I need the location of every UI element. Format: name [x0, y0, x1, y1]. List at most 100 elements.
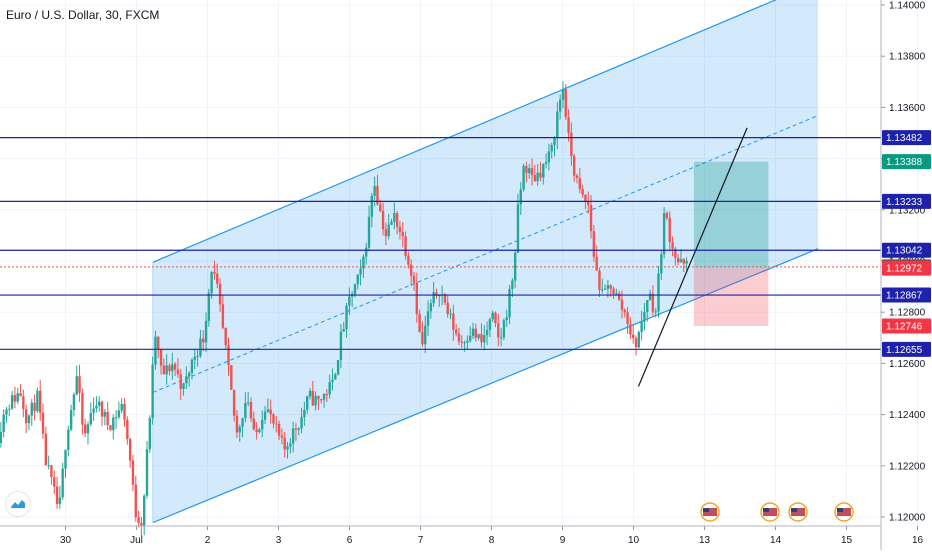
candle-body	[112, 417, 115, 431]
candle-body	[404, 236, 407, 256]
x-tick-label: 3	[276, 535, 282, 546]
candle-body	[685, 260, 688, 264]
candle-body	[308, 390, 312, 397]
candle-body	[536, 172, 539, 182]
candle-body	[252, 418, 255, 430]
candle-body	[78, 376, 81, 393]
candle-body	[334, 374, 337, 380]
candle-body	[367, 216, 371, 248]
trendline-segment[interactable]	[637, 127, 748, 387]
candle-body	[131, 460, 135, 485]
candle-body	[432, 292, 435, 304]
candle-body	[542, 163, 545, 178]
candle-body	[22, 396, 25, 410]
candle-body	[443, 294, 447, 303]
flag-stripes	[837, 508, 851, 516]
candle-body	[477, 334, 480, 338]
candle-body	[168, 365, 171, 372]
candle-body	[8, 408, 11, 410]
price-badge-bg	[882, 260, 931, 276]
candle-body	[171, 364, 174, 372]
candle-body	[213, 272, 216, 274]
candle-body	[232, 389, 236, 416]
candle-body	[393, 212, 396, 222]
candle-body	[648, 293, 652, 301]
candle-body	[294, 428, 298, 430]
candle-body	[620, 299, 624, 310]
candle-body	[227, 345, 230, 365]
channel-lower-line[interactable]	[152, 248, 819, 524]
position-profit-zone[interactable]	[693, 161, 769, 269]
candle-body	[415, 282, 419, 314]
candle-body	[370, 195, 374, 217]
candle-body	[89, 412, 92, 425]
time-axis[interactable]: 30 Jul 2 3 6 7 8 9 10 13 14 15 16	[0, 525, 924, 546]
candle-body	[303, 409, 306, 418]
candle-body	[0, 432, 3, 443]
candle-body	[13, 395, 17, 402]
candle-body	[454, 329, 458, 334]
flag-stripes	[763, 508, 777, 516]
candle-body	[182, 383, 185, 389]
candle-body	[19, 393, 22, 397]
candle-body	[626, 312, 629, 325]
candle-body	[401, 232, 404, 237]
candle-body	[305, 396, 309, 410]
candle-body	[258, 429, 261, 433]
parallel-channel[interactable]	[152, 0, 819, 524]
x-tick-label: 16	[912, 535, 924, 546]
position-stop-zone[interactable]	[693, 268, 769, 327]
candle-body	[606, 285, 610, 289]
candle-body	[379, 204, 382, 211]
channel-median-line[interactable]	[152, 115, 819, 393]
candle-body	[123, 403, 126, 420]
horizontal-levels[interactable]	[0, 137, 881, 350]
candle-body	[623, 309, 626, 313]
candle-body	[609, 285, 612, 289]
candle-body	[412, 275, 416, 283]
candlesticks	[0, 81, 688, 537]
flag-stripes	[791, 508, 805, 516]
candle-body	[553, 138, 556, 146]
candle-body	[47, 465, 50, 467]
candle-body	[595, 256, 598, 271]
channel-upper-line[interactable]	[152, 0, 785, 263]
candle-body	[266, 409, 270, 412]
candle-body	[148, 418, 152, 450]
long-position-tool[interactable]	[693, 161, 769, 327]
candle-body	[83, 424, 87, 434]
economic-events[interactable]	[700, 502, 854, 522]
candle-body	[246, 402, 250, 404]
candle-body	[53, 477, 56, 487]
trendline[interactable]	[637, 127, 748, 387]
y-tick-label: 1.12600	[889, 359, 926, 370]
candle-body	[460, 341, 463, 343]
tradingview-logo[interactable]	[6, 492, 30, 516]
candle-body	[519, 189, 522, 205]
candle-body	[615, 293, 618, 295]
x-tick-label: 30	[60, 535, 72, 546]
candle-body	[100, 401, 104, 417]
candle-body	[81, 392, 84, 425]
candle-body	[300, 417, 303, 429]
candle-body	[244, 402, 247, 419]
candle-body	[199, 338, 202, 357]
price-badges: 1.13482 1.13233 1.13042 1.12867 1.12655 1.133…	[882, 130, 931, 357]
candle-body	[466, 340, 469, 343]
candle-body	[275, 423, 278, 425]
candle-body	[469, 335, 472, 341]
candle-body	[452, 313, 455, 330]
price-badge-label: 1.12972	[886, 264, 923, 275]
candle-body	[544, 162, 548, 164]
candle-body	[365, 247, 368, 257]
candle-body	[550, 145, 553, 152]
candle-body	[629, 324, 632, 335]
x-tick-label: 9	[560, 535, 566, 546]
flag-canton	[791, 508, 797, 512]
candle-body	[210, 272, 213, 293]
candle-body	[449, 313, 452, 315]
candle-body	[491, 312, 494, 320]
candle-body	[109, 425, 112, 431]
